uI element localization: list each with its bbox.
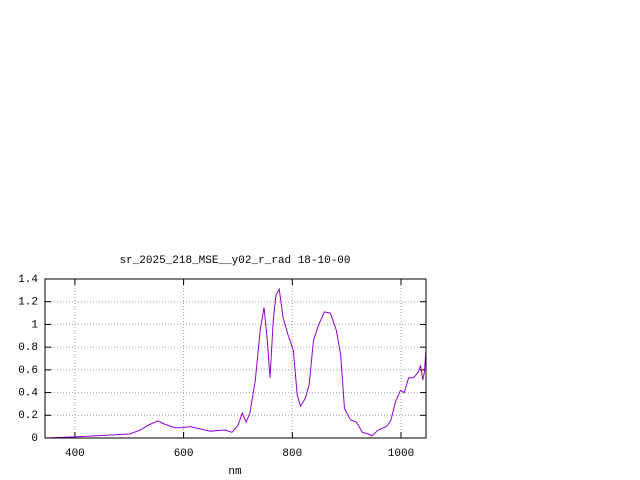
plot-border [44,278,427,439]
x-tick-label: 800 [282,448,302,460]
y-tick-label: 1.2 [18,297,38,309]
y-tick-label: 0.4 [18,387,38,399]
y-tick-label: 0 [31,433,38,445]
y-tick-label: 0.8 [18,342,38,354]
y-tick-label: 0.6 [18,365,38,377]
data-line [44,287,427,439]
chart-title: sr_2025_218_MSE__y02_r_rad 18-10-00 [119,255,350,267]
x-tick-label: 600 [174,448,194,460]
x-axis-label: nm [228,466,242,478]
y-tick-label: 0.2 [18,410,38,422]
y-tick-label: 1 [31,319,38,331]
x-tick-label: 1000 [388,448,414,460]
y-tick-label: 1.4 [18,274,38,286]
x-tick-label: 400 [65,448,85,460]
